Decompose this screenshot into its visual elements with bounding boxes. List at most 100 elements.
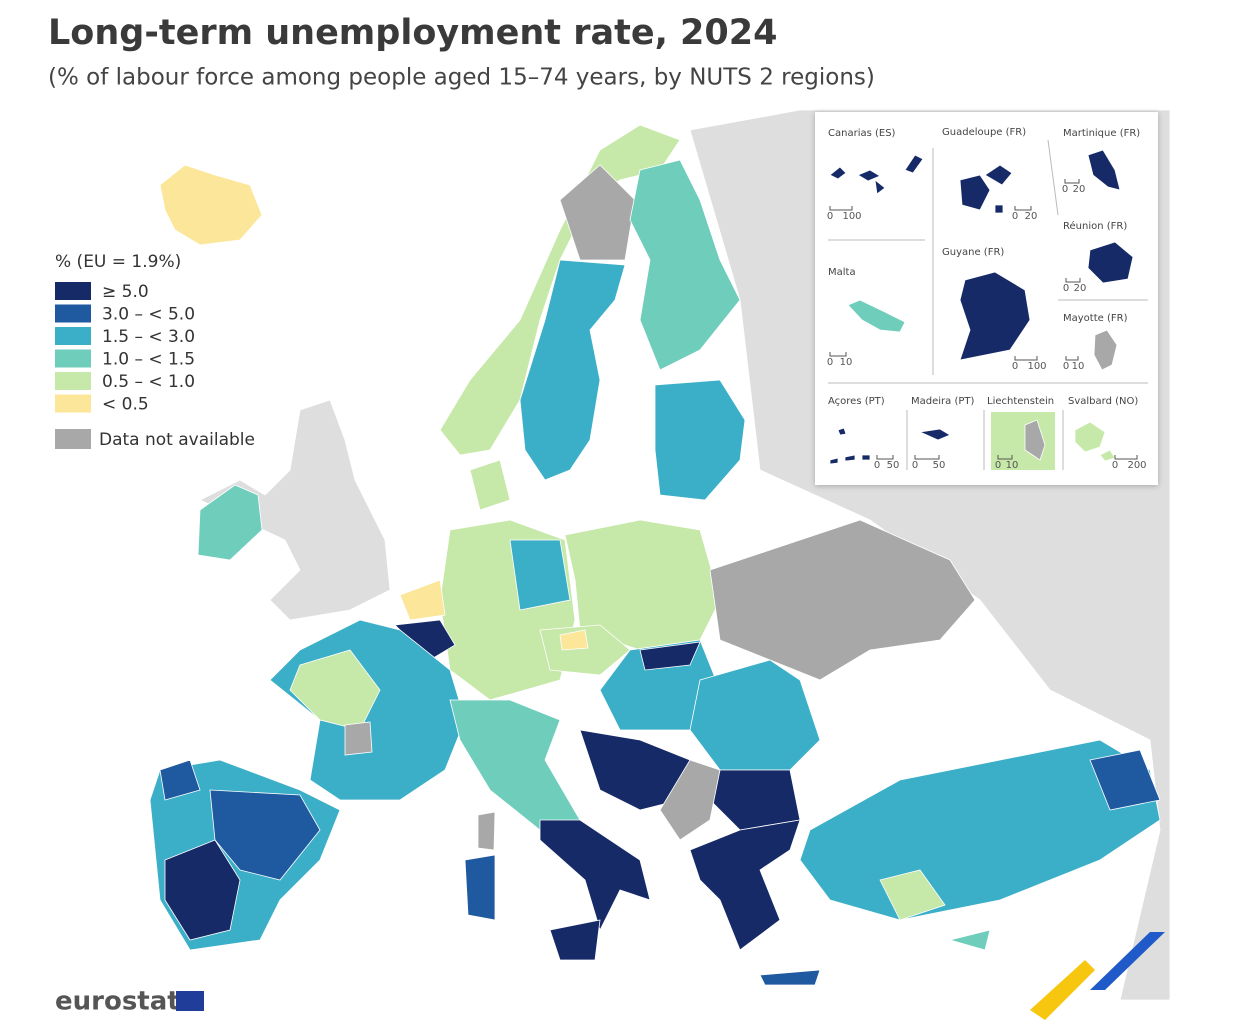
region — [399, 579, 446, 621]
legend-swatch — [55, 304, 91, 323]
legend: ≥ 5.0 3.0 – < 5.01.5 – < 3.0 1.0 – < 1.50.… — [55, 282, 255, 450]
scale-label: 10 — [1006, 460, 1019, 471]
scale-bar — [1014, 206, 1032, 211]
region — [559, 629, 589, 651]
scale-label: 0 — [1012, 361, 1018, 372]
scale-label: 0 — [827, 357, 833, 368]
region — [654, 379, 746, 501]
legend-swatch — [55, 394, 91, 413]
legend-label: Data not available — [99, 430, 255, 450]
region — [639, 641, 701, 671]
inset-label: Canarias (ES) — [828, 128, 896, 139]
legend-label: 0.5 – < 1.0 — [102, 372, 195, 392]
legend-label: ≥ 5.0 — [102, 282, 149, 302]
legend-label: 1.5 – < 3.0 — [102, 327, 195, 347]
legend-title: % (EU = 1.9%) — [55, 252, 181, 272]
region — [759, 969, 821, 986]
inset-label: Martinique (FR) — [1063, 128, 1140, 139]
region — [344, 721, 373, 756]
region — [159, 164, 263, 246]
inset-label: Guyane (FR) — [942, 247, 1004, 258]
inset-label: Liechtenstein — [987, 396, 1054, 407]
region — [689, 819, 801, 951]
region — [159, 759, 201, 801]
scale-bar — [1065, 356, 1079, 361]
inset-label: Guadeloupe (FR) — [942, 127, 1026, 138]
region — [559, 164, 636, 261]
scale-label: 0 — [1063, 361, 1069, 372]
region — [164, 839, 241, 941]
region — [469, 459, 511, 511]
inset-label: Svalbard (NO) — [1068, 396, 1138, 407]
scale-label: 0 — [1063, 283, 1069, 294]
legend-swatch — [55, 372, 91, 390]
inset-label: Açores (PT) — [828, 396, 885, 407]
inset-shape — [829, 154, 924, 195]
inset-label: Madeira (PT) — [911, 396, 974, 407]
region — [709, 519, 976, 681]
scale-bar — [1065, 278, 1081, 283]
legend-swatch — [55, 429, 91, 449]
region — [509, 539, 571, 611]
legend-label: 1.0 – < 1.5 — [102, 350, 195, 370]
scale-label: 100 — [842, 211, 861, 222]
scale-bar — [997, 455, 1013, 460]
scale-bar — [914, 455, 940, 460]
scale-bar — [1114, 455, 1138, 460]
region — [948, 929, 991, 951]
inset-label: Mayotte (FR) — [1063, 313, 1128, 324]
inset-background — [991, 412, 1055, 470]
inset-label: Réunion (FR) — [1063, 220, 1127, 232]
region — [659, 759, 721, 841]
subtitle: (% of labour force among people aged 15–… — [48, 65, 875, 91]
region — [539, 819, 651, 932]
scale-label: 0 — [995, 460, 1001, 471]
scale-bar — [829, 352, 847, 357]
inset-shape — [959, 271, 1031, 361]
scale-bar — [829, 206, 853, 211]
inset-shape — [959, 164, 1013, 214]
scale-bar — [1014, 356, 1038, 361]
scale-label: 20 — [1073, 184, 1086, 195]
scale-bar — [1064, 179, 1080, 184]
scale-label: 20 — [1025, 211, 1038, 222]
region — [799, 739, 1161, 921]
legend-swatch — [55, 282, 91, 300]
legend-swatch — [55, 349, 91, 368]
scale-label: 0 — [1012, 211, 1018, 222]
region — [477, 811, 496, 851]
scale-label: 20 — [1074, 283, 1087, 294]
region — [629, 159, 741, 371]
legend-swatch — [55, 327, 91, 345]
title: Long-term unemployment rate, 2024 — [48, 13, 777, 53]
inset-label: Malta — [828, 267, 856, 278]
legend-label: < 0.5 — [102, 395, 149, 415]
region — [879, 869, 946, 921]
scale-label: 0 — [1112, 460, 1118, 471]
eu-flag — [176, 991, 204, 1011]
scale-label: 100 — [1027, 361, 1046, 372]
scale-label: 0 — [827, 211, 833, 222]
inset-shape — [1087, 241, 1134, 284]
scale-label: 50 — [933, 460, 946, 471]
scale-label: 0 — [912, 460, 918, 471]
region — [689, 659, 821, 771]
region — [549, 919, 601, 961]
region — [519, 259, 626, 481]
logo: eurostat — [55, 987, 180, 1017]
inset-shape — [918, 428, 951, 441]
inset-shape — [847, 299, 906, 333]
inset-shape — [829, 427, 871, 465]
scale-label: 200 — [1127, 460, 1146, 471]
scale-label: 0 — [1062, 184, 1068, 195]
scale-label: 10 — [840, 357, 853, 368]
scale-label: 10 — [1072, 361, 1085, 372]
inset-shape — [1087, 149, 1121, 191]
region — [197, 484, 263, 561]
scale-bar — [876, 455, 894, 460]
inset-shape — [1093, 329, 1118, 371]
decoration — [1030, 932, 1165, 1020]
legend-label: 3.0 – < 5.0 — [102, 305, 195, 325]
